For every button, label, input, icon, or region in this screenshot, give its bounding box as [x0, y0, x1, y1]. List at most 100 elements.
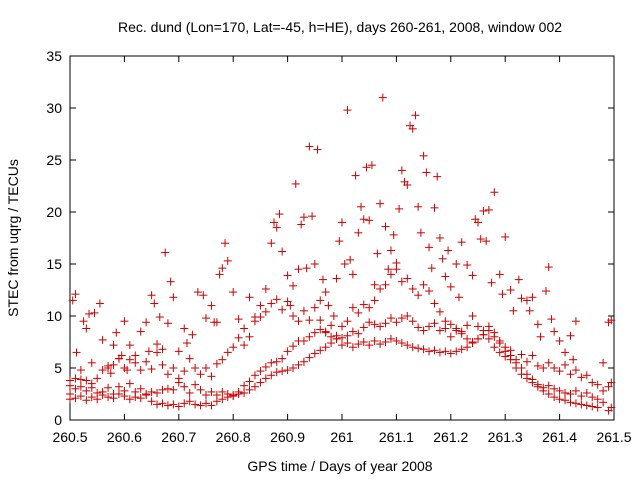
data-point: [310, 349, 319, 358]
data-point: [370, 296, 379, 305]
data-point: [256, 367, 265, 376]
data-point: [318, 275, 327, 284]
data-point: [93, 395, 102, 404]
data-point: [514, 275, 523, 284]
data-point: [332, 334, 341, 343]
data-point: [397, 166, 406, 175]
data-point: [419, 280, 428, 289]
data-point: [577, 392, 586, 401]
data-point: [441, 317, 450, 326]
data-point: [180, 399, 189, 408]
data-point: [599, 398, 608, 407]
data-point: [310, 260, 319, 268]
data-point: [153, 388, 162, 397]
y-tick-label: 0: [54, 412, 62, 428]
data-point: [169, 293, 178, 302]
data-point: [381, 222, 390, 231]
data-point: [498, 290, 507, 299]
data-point: [571, 386, 580, 395]
x-tick-label: 260.8: [216, 429, 251, 445]
data-point: [384, 265, 393, 274]
data-point: [308, 212, 317, 221]
data-point: [566, 331, 575, 340]
data-point: [517, 370, 526, 379]
data-point: [408, 317, 417, 326]
data-point: [289, 281, 298, 290]
data-point: [588, 378, 597, 387]
data-point: [593, 395, 602, 404]
x-tick-label: 260.6: [107, 429, 142, 445]
data-point: [501, 232, 510, 241]
data-point: [163, 384, 172, 393]
data-point: [76, 375, 85, 384]
data-point: [142, 391, 151, 400]
data-point: [517, 294, 526, 303]
data-point: [196, 370, 205, 379]
data-point: [452, 326, 461, 335]
data-point: [82, 396, 91, 405]
data-point: [435, 326, 444, 335]
data-point: [66, 381, 74, 390]
data-point: [321, 288, 330, 297]
data-point: [422, 168, 431, 177]
data-point: [297, 220, 306, 229]
data-point: [199, 291, 208, 300]
data-point: [76, 382, 85, 391]
data-point: [414, 202, 423, 211]
data-point: [68, 296, 77, 305]
data-point: [561, 360, 570, 369]
data-point: [272, 295, 281, 304]
data-point: [362, 163, 371, 172]
data-point: [161, 248, 170, 257]
data-point: [354, 329, 363, 338]
data-point: [261, 374, 270, 383]
data-point: [240, 324, 249, 333]
data-point: [169, 385, 178, 394]
data-point: [544, 381, 553, 390]
data-point: [131, 358, 140, 367]
data-point: [555, 367, 564, 376]
data-point: [215, 270, 224, 279]
data-point: [359, 323, 368, 332]
data-point: [87, 393, 96, 402]
data-point: [522, 357, 531, 366]
data-point: [278, 367, 287, 376]
data-point: [533, 320, 542, 329]
data-point: [114, 390, 123, 398]
data-point: [207, 387, 216, 396]
data-point: [261, 362, 270, 371]
data-point: [522, 374, 531, 383]
data-point: [112, 328, 121, 337]
x-axis-label: GPS time / Days of year 2008: [247, 458, 432, 474]
data-point: [419, 151, 428, 160]
data-point: [267, 358, 276, 367]
chart-title: Rec. dund (Lon=170, Lat=-45, h=HE), days…: [118, 19, 562, 35]
data-point: [136, 394, 145, 403]
data-point: [430, 299, 439, 308]
x-tick-label: 261.5: [596, 429, 631, 445]
data-point: [414, 344, 423, 353]
data-point: [212, 359, 221, 368]
data-point: [283, 366, 292, 375]
data-point: [438, 254, 447, 263]
data-point: [550, 384, 559, 393]
data-point: [79, 317, 88, 326]
data-point: [343, 317, 352, 326]
data-point: [555, 395, 564, 404]
data-point: [490, 332, 499, 341]
data-point: [446, 320, 455, 329]
data-point: [359, 300, 368, 309]
data-point: [180, 382, 189, 391]
data-point: [463, 321, 472, 330]
data-point: [109, 341, 118, 350]
data-point: [174, 347, 183, 356]
data-point: [365, 318, 374, 327]
data-point: [370, 336, 379, 345]
data-point: [193, 288, 202, 297]
data-point: [316, 325, 325, 334]
data-point: [430, 203, 439, 212]
data-point: [278, 247, 287, 256]
data-point: [348, 270, 357, 279]
data-point: [441, 347, 450, 356]
data-point: [566, 390, 575, 398]
